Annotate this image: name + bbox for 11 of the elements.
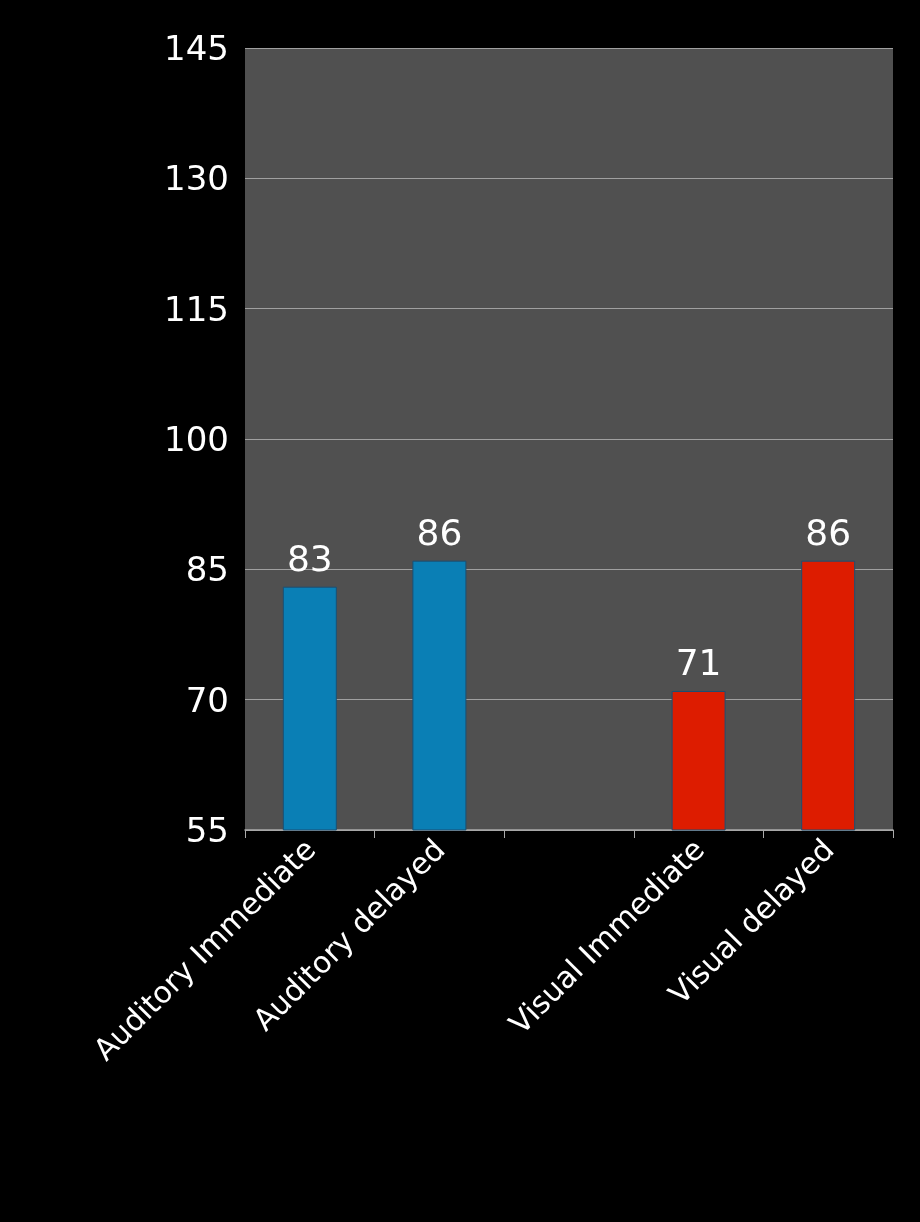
data-label: 83 <box>286 538 333 580</box>
data-label: 86 <box>805 512 852 554</box>
y-tick-label: 130 <box>164 158 229 199</box>
y-tick-label: 70 <box>185 679 229 720</box>
y-tick-label: 100 <box>164 419 229 459</box>
y-tick-label: 115 <box>164 288 229 329</box>
y-tick-label: 145 <box>164 28 229 68</box>
data-label: 86 <box>416 512 463 554</box>
y-tick-label: 85 <box>185 549 229 590</box>
data-label: 71 <box>675 642 722 684</box>
y-tick-label: 55 <box>185 810 229 850</box>
